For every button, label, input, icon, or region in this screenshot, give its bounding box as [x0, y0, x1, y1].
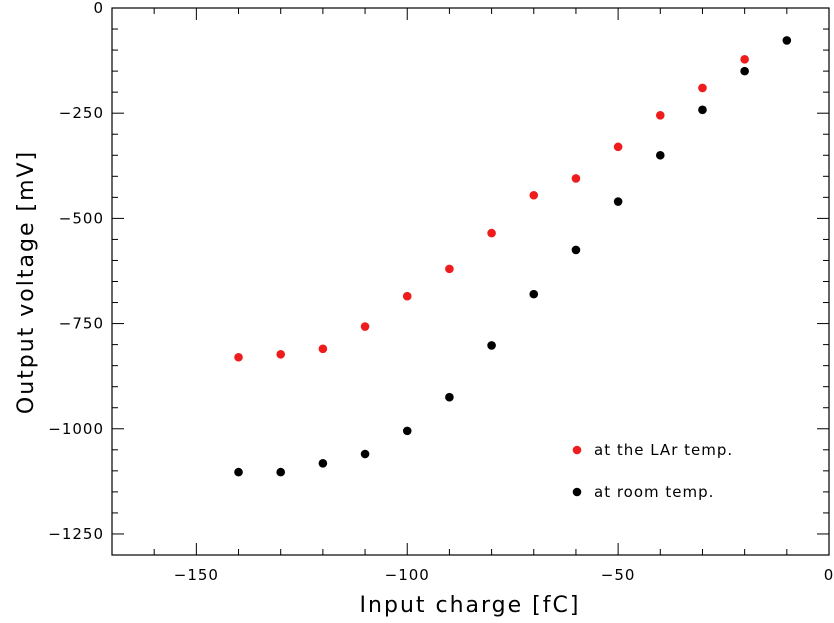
data-point-series-0: [740, 55, 749, 64]
y-tick-label: −750: [59, 315, 104, 333]
data-point-series-1: [613, 197, 623, 206]
data-point-series-0: [698, 83, 707, 93]
data-point-series-1: [655, 150, 665, 160]
data-point-series-1: [402, 426, 412, 436]
data-point-series-0: [360, 322, 370, 331]
x-tick-label: −100: [385, 566, 430, 584]
legend-label: at room temp.: [594, 483, 714, 501]
legend-marker: [572, 445, 582, 455]
legend-marker: [572, 487, 582, 497]
data-point-series-1: [529, 289, 539, 299]
data-point-series-0: [402, 291, 412, 301]
x-tick-label: −150: [174, 566, 219, 584]
x-tick-label: −50: [601, 566, 636, 584]
data-point-series-0: [529, 190, 539, 200]
y-tick-label: −250: [59, 104, 104, 122]
y-tick-label: 0: [93, 0, 104, 17]
data-point-series-0: [613, 142, 623, 152]
axis-ticks: [111, 7, 830, 556]
data-point-series-0: [276, 349, 286, 359]
data-point-series-0: [234, 352, 243, 362]
y-axis-label: Output voltage [mV]: [14, 150, 39, 414]
data-point-series-0: [318, 344, 328, 354]
x-axis-label: Input charge [fC]: [360, 593, 581, 618]
legend: at the LAr temp. at room temp.: [572, 441, 733, 501]
y-tick-label: −1000: [48, 420, 104, 438]
data-point-series-0: [655, 110, 665, 120]
data-point-series-1: [360, 449, 370, 459]
tick-labels: −150 −100 −50 00−250−500−750−1000−1250: [48, 0, 834, 584]
plot-frame: [111, 7, 830, 556]
data-point-series-1: [318, 458, 328, 468]
y-tick-label: −500: [59, 209, 104, 227]
x-tick-label: 0: [824, 566, 834, 584]
data-point-series-1: [571, 245, 581, 255]
data-point-series-0: [445, 264, 454, 274]
data-point-series-1: [740, 66, 749, 76]
data-points: [234, 36, 792, 477]
data-point-series-0: [571, 174, 581, 183]
legend-label: at the LAr temp.: [594, 441, 733, 459]
data-point-series-1: [234, 467, 243, 477]
data-point-series-0: [487, 228, 496, 238]
y-tick-label: −1250: [48, 525, 104, 543]
data-point-series-1: [698, 105, 707, 115]
data-point-series-1: [445, 392, 454, 402]
data-point-series-1: [487, 341, 496, 350]
data-point-series-1: [276, 467, 286, 477]
data-point-series-1: [782, 36, 792, 45]
